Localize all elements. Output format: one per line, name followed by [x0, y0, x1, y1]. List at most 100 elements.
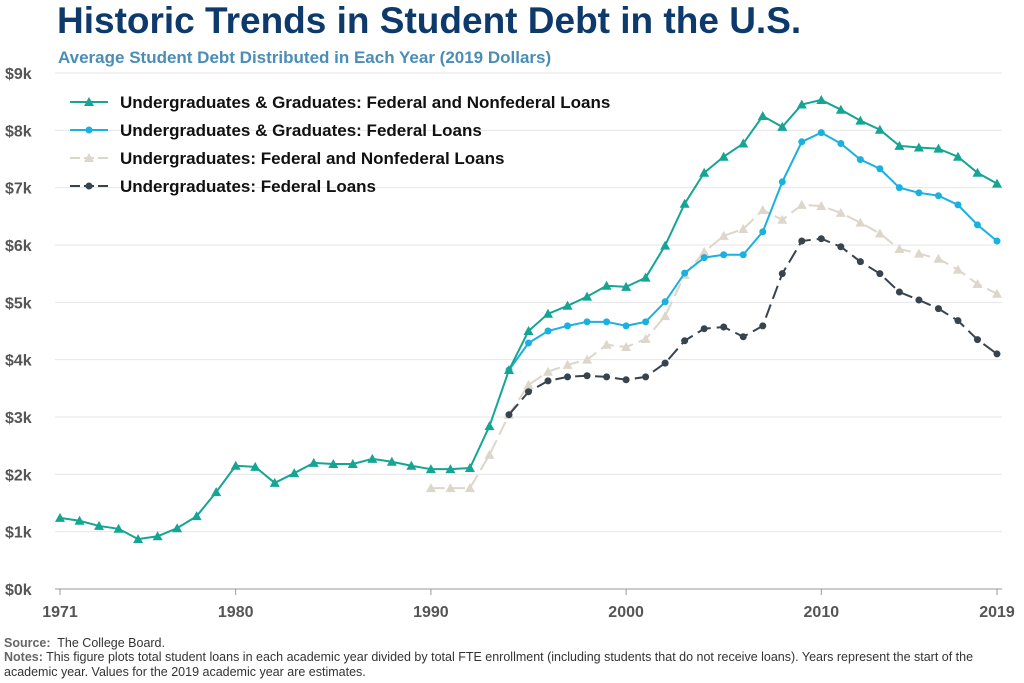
data-point-series-4: [661, 359, 669, 367]
data-point-series-1: [699, 167, 710, 177]
series-line-4: [508, 237, 998, 416]
data-point-series-4: [583, 372, 591, 380]
source-text: The College Board.: [57, 636, 165, 650]
data-point-series-1: [582, 291, 593, 301]
data-point-series-3: [894, 244, 905, 254]
legend-marker: [84, 97, 94, 106]
data-point-series-4: [993, 350, 1001, 358]
data-point-series-1: [952, 151, 963, 161]
data-point-series-3: [952, 264, 963, 274]
data-point-series-4: [817, 235, 825, 243]
data-point-series-1: [191, 511, 202, 521]
data-point-series-1: [562, 300, 573, 310]
data-point-series-4: [544, 377, 552, 385]
series-line-2: [508, 131, 998, 371]
data-point-series-2: [525, 339, 532, 347]
data-point-series-3: [718, 230, 729, 240]
data-point-series-1: [874, 124, 885, 134]
data-point-series-4: [603, 373, 611, 381]
data-point-series-1: [367, 453, 378, 463]
source-note: Source: The College Board.: [4, 636, 165, 651]
data-point-series-2: [583, 318, 591, 326]
chart-title: Historic Trends in Student Debt in the U…: [57, 0, 802, 41]
data-point-series-3: [445, 483, 456, 493]
data-point-series-4: [622, 376, 630, 384]
data-point-series-1: [211, 487, 222, 497]
data-point-series-2: [720, 251, 728, 259]
data-point-series-2: [993, 237, 1001, 245]
source-label: Source:: [4, 636, 51, 650]
data-point-series-1: [718, 151, 729, 161]
data-point-series-1: [894, 140, 905, 150]
data-point-series-3: [543, 366, 554, 376]
data-point-series-2: [544, 327, 552, 335]
data-point-series-4: [720, 323, 728, 331]
data-point-series-3: [855, 217, 866, 227]
data-point-series-3: [523, 379, 534, 389]
x-tick-label: 1990: [413, 604, 449, 621]
data-point-series-4: [564, 373, 572, 381]
data-point-series-1: [777, 121, 788, 131]
data-point-series-2: [798, 138, 806, 146]
legend-marker: [84, 153, 94, 162]
data-point-series-1: [738, 138, 749, 148]
x-tick-label: 2000: [608, 604, 644, 621]
data-point-series-4: [973, 336, 981, 344]
data-point-series-3: [933, 253, 944, 263]
data-point-series-1: [289, 468, 300, 478]
data-point-series-3: [738, 223, 749, 233]
data-point-series-1: [621, 281, 632, 291]
data-point-series-4: [700, 325, 708, 333]
series-line-3: [430, 203, 998, 490]
data-point-series-2: [856, 156, 864, 164]
x-tick-label: 1971: [42, 604, 78, 621]
data-point-series-2: [759, 228, 767, 236]
x-tick-label: 2010: [804, 604, 840, 621]
data-point-series-1: [484, 421, 495, 431]
data-point-series-1: [386, 456, 397, 466]
data-point-series-3: [972, 278, 983, 288]
x-tick-label: 2019: [979, 604, 1015, 621]
data-point-series-1: [347, 459, 358, 469]
data-point-series-3: [562, 359, 573, 369]
data-point-series-2: [681, 269, 689, 277]
data-point-series-3: [425, 483, 436, 493]
legend-label: Undergraduates: Federal Loans: [120, 177, 376, 196]
data-point-series-3: [660, 311, 671, 321]
y-tick-label: $8k: [5, 123, 32, 140]
data-point-series-1: [55, 512, 65, 522]
data-point-series-1: [601, 280, 612, 290]
data-point-series-1: [855, 115, 866, 125]
data-point-series-4: [798, 237, 806, 245]
data-point-series-1: [425, 464, 436, 474]
data-point-series-1: [796, 99, 807, 109]
data-point-series-1: [94, 520, 105, 530]
data-point-series-1: [933, 143, 944, 153]
data-point-series-3: [582, 354, 593, 364]
data-point-series-1: [640, 272, 651, 282]
data-point-series-4: [505, 411, 513, 419]
notes-text: This figure plots total student loans in…: [4, 650, 974, 679]
data-point-series-1: [679, 198, 690, 208]
data-point-series-1: [757, 111, 768, 120]
legend-marker: [85, 126, 93, 134]
data-point-series-2: [934, 192, 942, 200]
data-point-series-2: [895, 184, 903, 192]
y-tick-label: $4k: [5, 353, 32, 370]
data-point-series-1: [152, 531, 163, 541]
data-point-series-4: [895, 288, 903, 296]
data-point-series-2: [700, 254, 708, 262]
data-point-series-2: [564, 322, 572, 330]
data-point-series-4: [876, 270, 884, 278]
data-point-series-1: [445, 464, 456, 474]
y-tick-label: $0k: [5, 582, 32, 599]
data-point-series-2: [837, 140, 845, 148]
data-point-series-1: [74, 515, 85, 525]
notes: Notes: This figure plots total student l…: [4, 650, 1020, 680]
legend-label: Undergraduates & Graduates: Federal and …: [120, 93, 610, 112]
data-point-series-3: [874, 228, 885, 238]
data-point-series-1: [230, 460, 241, 470]
legend-label: Undergraduates: Federal and Nonfederal L…: [120, 149, 504, 168]
legend-label: Undergraduates & Graduates: Federal Loan…: [120, 121, 482, 140]
